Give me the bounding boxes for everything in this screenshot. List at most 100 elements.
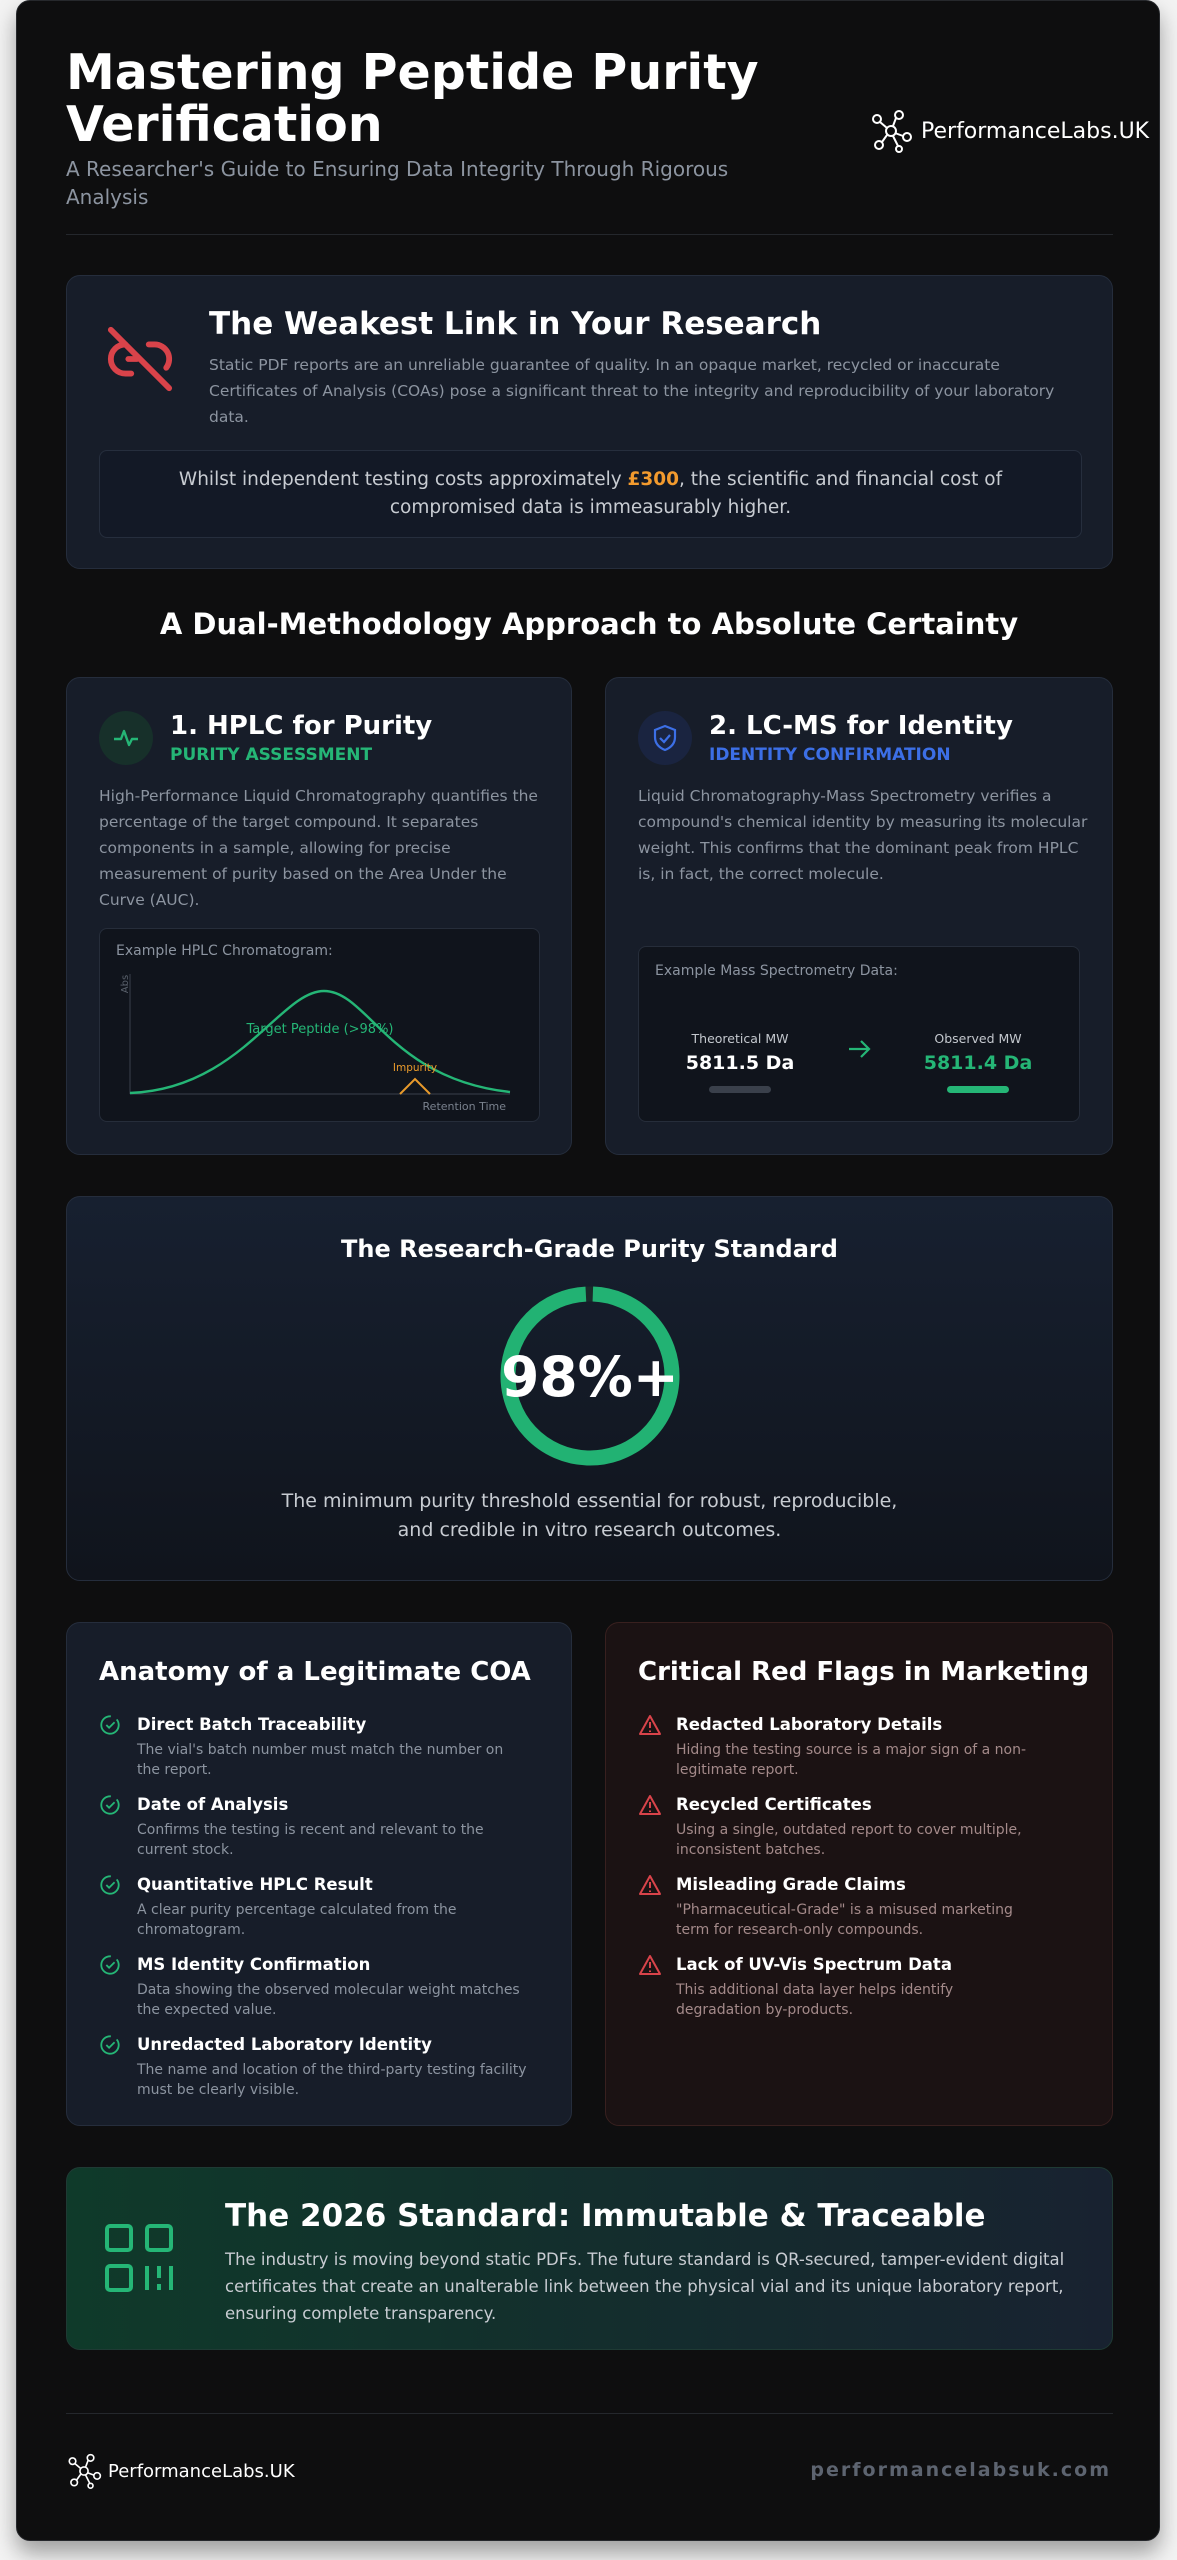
coa-title: Anatomy of a Legitimate COA <box>99 1657 531 1687</box>
item-text: Quantitative HPLC Result A clear purity p… <box>137 1875 529 1940</box>
warning-icon <box>639 1875 661 1895</box>
hplc-chart-panel: Example HPLC Chromatogram: Abs Target Pe… <box>99 928 540 1122</box>
method-body: High-Performance Liquid Chromatography q… <box>99 787 538 909</box>
lcms-card: 2. LC-MS for Identity IDENTITY CONFIRMAT… <box>605 677 1113 1155</box>
panel-caption: Example Mass Spectrometry Data: <box>655 963 898 979</box>
item-icon <box>99 1874 121 1900</box>
divider <box>66 2413 1113 2414</box>
observed-label: Observed MW <box>934 1031 1022 1046</box>
check-icon <box>100 1875 120 1895</box>
item-icon <box>99 1954 121 1980</box>
x-axis-label: Retention Time <box>423 1100 507 1113</box>
red-flags-title: Critical Red Flags in Marketing <box>638 1657 1090 1687</box>
item-desc: Hiding the testing source is a major sig… <box>676 1742 1027 1778</box>
item-desc: Using a single, outdated report to cover… <box>676 1822 1022 1858</box>
footer-brand: PerformanceLabs.UK <box>66 2453 295 2489</box>
standard-2026-card: The 2026 Standard: Immutable & Traceable… <box>66 2167 1113 2350</box>
item-icon <box>638 1714 662 1740</box>
check-icon <box>100 1795 120 1815</box>
lcms-icon <box>638 711 692 765</box>
section-title: The Weakest Link in Your Research <box>209 306 822 342</box>
purity-caption: The minimum purity threshold essential f… <box>281 1490 898 1541</box>
method-body: Liquid Chromatography-Mass Spectrometry … <box>638 787 1088 883</box>
purity-card: The Research-Grade Purity Standard 98%+ … <box>66 1196 1113 1581</box>
item-icon <box>638 1954 662 1980</box>
standard-body: The industry is moving beyond static PDF… <box>225 2250 1065 2323</box>
item-icon <box>99 1794 121 1820</box>
item-icon <box>638 1794 662 1820</box>
purity-ring: 98%+ <box>500 1286 680 1466</box>
theoretical-value: 5811.5 Da <box>685 1052 795 1074</box>
list-item: Redacted Laboratory Details Hiding the te… <box>638 1715 1038 1780</box>
list-item: Misleading Grade Claims "Pharmaceutical-G… <box>638 1875 1038 1940</box>
item-text: Unredacted Laboratory Identity The name a… <box>137 2035 529 2100</box>
theoretical-label: Theoretical MW <box>691 1031 789 1046</box>
purity-title: The Research-Grade Purity Standard <box>341 1235 838 1263</box>
item-desc: The name and location of the third-party… <box>137 2062 527 2098</box>
list-item: Quantitative HPLC Result A clear purity p… <box>99 1875 529 1940</box>
item-desc: "Pharmaceutical-Grade" is a misused mark… <box>676 1902 1013 1938</box>
divider <box>66 234 1113 235</box>
warning-icon <box>639 1795 661 1815</box>
weakest-link-card: The Weakest Link in Your Research Static… <box>66 275 1113 569</box>
list-item: Recycled Certificates Using a single, out… <box>638 1795 1038 1860</box>
section-body: Static PDF reports are an unreliable gua… <box>209 356 1055 426</box>
footer-url: performancelabsuk.com <box>810 2459 1111 2481</box>
list-item: Date of Analysis Confirms the testing is … <box>99 1795 529 1860</box>
item-text: MS Identity Confirmation Data showing the… <box>137 1955 529 2020</box>
item-title: MS Identity Confirmation <box>137 1955 371 1974</box>
method-title: 2. LC-MS for Identity <box>709 711 1013 741</box>
item-desc: This additional data layer helps identif… <box>676 1982 954 2018</box>
theoretical-col: Theoretical MW 5811.5 Da <box>670 1031 810 1093</box>
purity-value: 98%+ <box>501 1345 679 1409</box>
check-icon <box>100 2035 120 2055</box>
item-text: Lack of UV-Vis Spectrum Data This additio… <box>676 1955 1038 2020</box>
peak-label: Target Peptide (>98%) <box>246 1022 394 1037</box>
item-desc: Data showing the observed molecular weig… <box>137 1982 520 2018</box>
method-tag: IDENTITY CONFIRMATION <box>709 745 951 765</box>
item-title: Date of Analysis <box>137 1795 289 1814</box>
item-title: Direct Batch Traceability <box>137 1715 367 1734</box>
brand-icon <box>68 2453 102 2489</box>
item-title: Quantitative HPLC Result <box>137 1875 373 1894</box>
check-icon <box>100 1955 120 1975</box>
hplc-icon <box>99 711 153 765</box>
item-text: Redacted Laboratory Details Hiding the te… <box>676 1715 1038 1780</box>
standard-title: The 2026 Standard: Immutable & Traceable <box>225 2198 986 2234</box>
warning-icon <box>639 1955 661 1975</box>
item-title: Misleading Grade Claims <box>676 1875 906 1894</box>
callout-text: Whilst independent testing costs approxi… <box>130 466 1051 522</box>
list-item: Direct Batch Traceability The vial's batc… <box>99 1715 529 1780</box>
hplc-card: 1. HPLC for Purity PURITY ASSESSMENT Hig… <box>66 677 572 1155</box>
pulse-icon <box>114 729 138 747</box>
item-icon <box>99 2034 121 2060</box>
warning-icon <box>639 1715 661 1735</box>
chart-caption: Example HPLC Chromatogram: <box>116 943 333 959</box>
item-icon <box>638 1874 662 1900</box>
observed-value: 5811.4 Da <box>923 1052 1033 1074</box>
method-title: 1. HPLC for Purity <box>170 711 433 741</box>
chromatogram: Example HPLC Chromatogram: Abs Target Pe… <box>116 943 511 1113</box>
item-text: Direct Batch Traceability The vial's batc… <box>137 1715 529 1780</box>
red-flags-card: Critical Red Flags in Marketing Redacted… <box>605 1622 1113 2126</box>
observed-col: Observed MW 5811.4 Da <box>908 1031 1048 1093</box>
main-peak <box>129 989 511 1095</box>
infographic: Mastering Peptide Purity Verification A … <box>16 0 1160 2541</box>
coa-card: Anatomy of a Legitimate COA Direct Batch… <box>66 1622 572 2126</box>
item-title: Recycled Certificates <box>676 1795 872 1814</box>
item-text: Recycled Certificates Using a single, out… <box>676 1795 1038 1860</box>
page-title: Mastering Peptide Purity Verification <box>66 44 759 153</box>
item-desc: The vial's batch number must match the n… <box>137 1742 504 1778</box>
theoretical-bar <box>709 1086 771 1093</box>
footer-brand-name: PerformanceLabs.UK <box>108 2460 295 2482</box>
broken-link-icon <box>107 326 173 392</box>
list-item: Lack of UV-Vis Spectrum Data This additio… <box>638 1955 1038 2020</box>
cost-callout: Whilst independent testing costs approxi… <box>99 450 1082 538</box>
impurity-peak <box>399 1077 431 1095</box>
item-text: Misleading Grade Claims "Pharmaceutical-G… <box>676 1875 1038 1940</box>
methods-title: A Dual-Methodology Approach to Absolute … <box>159 607 1019 641</box>
item-title: Unredacted Laboratory Identity <box>137 2035 432 2054</box>
callout-text-start: Whilst independent testing costs approxi… <box>178 469 628 490</box>
item-desc: A clear purity percentage calculated fro… <box>137 1902 457 1938</box>
